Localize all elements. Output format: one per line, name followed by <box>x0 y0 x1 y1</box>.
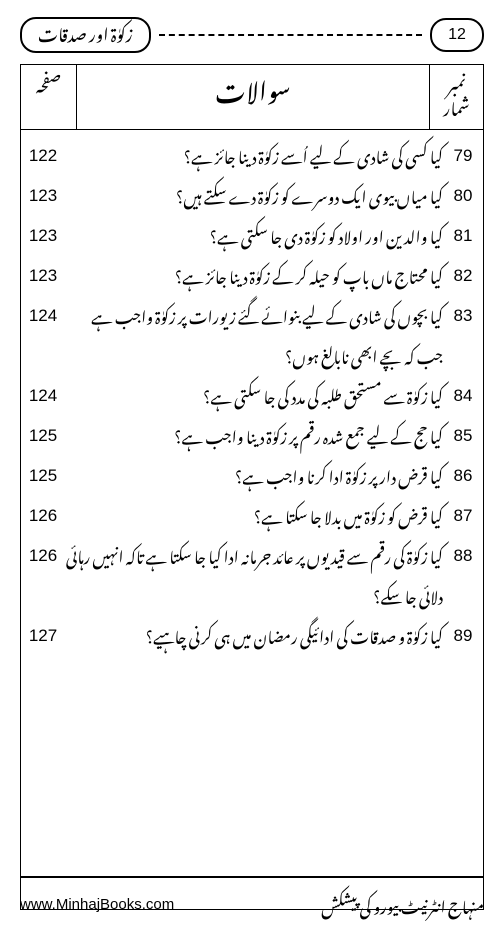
table-row: 82کیا محتاج ماں باپ کو حیلہ کر کے زکوٰۃ … <box>21 254 483 294</box>
question-cell: کیا میاں بیوی ایک دوسرے کو زکوٰۃ دے سکتے… <box>65 174 443 214</box>
page-header: زکوٰۃ اور صدقات 12 <box>20 18 484 52</box>
serial-cell: 85 <box>443 414 483 446</box>
table-row: 84کیا زکوٰۃ سے مستحق طلبہ کی مدد کی جا س… <box>21 374 483 414</box>
question-cell: کیا بچوں کی شادی کے لیے بنوائے گئے زیورا… <box>65 294 443 374</box>
page-cell: 125 <box>21 454 65 486</box>
serial-cell: 83 <box>443 294 483 326</box>
col-serial: نمبر شمار <box>430 65 484 130</box>
question-cell: کیا محتاج ماں باپ کو حیلہ کر کے زکوٰۃ دی… <box>65 254 443 294</box>
footer-url: www.MinhajBooks.com <box>20 896 174 913</box>
table-row: 87کیا قرض کو زکوٰۃ میں بدلا جا سکتا ہے؟1… <box>21 494 483 534</box>
page-cell: 124 <box>21 294 65 326</box>
page-cell: 126 <box>21 534 65 566</box>
table-row: 86کیا قرض دار پر زکوٰۃ ادا کرنا واجب ہے؟… <box>21 454 483 494</box>
table-header-row: نمبر شمار سوالات صفحہ <box>21 65 484 130</box>
serial-cell: 84 <box>443 374 483 406</box>
question-cell: کیا والدین اور اولاد کو زکوٰۃ دی جا سکتی… <box>65 214 443 254</box>
page-cell: 122 <box>21 134 65 166</box>
page-cell: 126 <box>21 494 65 526</box>
page-cell: 123 <box>21 214 65 246</box>
page-cell: 123 <box>21 174 65 206</box>
header-dots <box>159 34 422 36</box>
question-cell: کیا زکوٰۃ و صدقات کی ادائیگی رمضان میں ہ… <box>65 614 443 654</box>
table-row: 83کیا بچوں کی شادی کے لیے بنوائے گئے زیو… <box>21 294 483 374</box>
page-cell: 125 <box>21 414 65 446</box>
serial-cell: 82 <box>443 254 483 286</box>
table-body: 79کیا کسی کی شادی کے لیے اُسے زکوٰۃ دینا… <box>20 130 484 910</box>
serial-cell: 88 <box>443 534 483 566</box>
serial-cell: 87 <box>443 494 483 526</box>
questions-table: نمبر شمار سوالات صفحہ <box>20 64 484 130</box>
table-row: 81کیا والدین اور اولاد کو زکوٰۃ دی جا سک… <box>21 214 483 254</box>
page-footer: www.MinhajBooks.com منہاج انٹرنیٹ بیورو … <box>20 876 484 924</box>
table-row: 85کیا حج کے لیے جمع شدہ رقم پر زکوٰۃ دین… <box>21 414 483 454</box>
question-cell: کیا قرض کو زکوٰۃ میں بدلا جا سکتا ہے؟ <box>65 494 443 534</box>
question-cell: کیا قرض دار پر زکوٰۃ ادا کرنا واجب ہے؟ <box>65 454 443 494</box>
page-cell: 123 <box>21 254 65 286</box>
question-cell: کیا زکوٰۃ کی رقم سے قیدیوں پر عائد جرمان… <box>65 534 443 614</box>
footer-credit: منہاج انٹرنیٹ بیورو کی پیشکش <box>321 884 484 924</box>
table-row: 89کیا زکوٰۃ و صدقات کی ادائیگی رمضان میں… <box>21 614 483 654</box>
col-page: صفحہ <box>21 65 77 130</box>
serial-cell: 89 <box>443 614 483 646</box>
col-question: سوالات <box>77 65 430 130</box>
table-row: 80کیا میاں بیوی ایک دوسرے کو زکوٰۃ دے سک… <box>21 174 483 214</box>
section-title-pill: زکوٰۃ اور صدقات <box>20 17 151 53</box>
question-cell: کیا حج کے لیے جمع شدہ رقم پر زکوٰۃ دینا … <box>65 414 443 454</box>
page-cell: 127 <box>21 614 65 646</box>
table-row: 79کیا کسی کی شادی کے لیے اُسے زکوٰۃ دینا… <box>21 134 483 174</box>
serial-cell: 86 <box>443 454 483 486</box>
serial-cell: 79 <box>443 134 483 166</box>
page-number: 12 <box>448 26 466 43</box>
page-cell: 124 <box>21 374 65 406</box>
table-row: 88کیا زکوٰۃ کی رقم سے قیدیوں پر عائد جرم… <box>21 534 483 614</box>
serial-cell: 81 <box>443 214 483 246</box>
serial-cell: 80 <box>443 174 483 206</box>
question-cell: کیا کسی کی شادی کے لیے اُسے زکوٰۃ دینا ج… <box>65 134 443 174</box>
page-number-pill: 12 <box>430 18 484 52</box>
section-title: زکوٰۃ اور صدقات <box>38 11 133 53</box>
question-cell: کیا زکوٰۃ سے مستحق طلبہ کی مدد کی جا سکت… <box>65 374 443 414</box>
